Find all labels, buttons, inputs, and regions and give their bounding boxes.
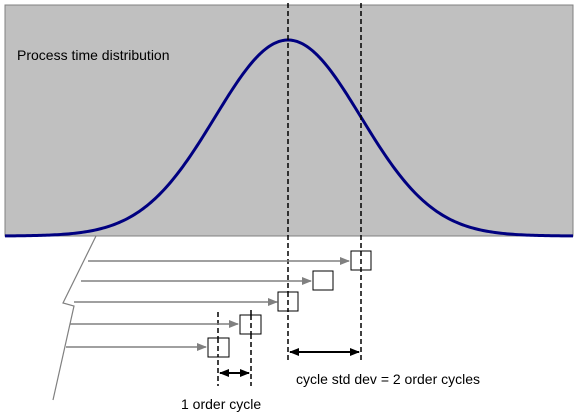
distribution-panel bbox=[4, 4, 574, 237]
order-timeline-bracket bbox=[52, 235, 97, 401]
normal-distribution-curve bbox=[4, 38, 574, 238]
std-dev-label: cycle std dev = 2 order cycles bbox=[296, 371, 480, 387]
order-box bbox=[312, 270, 334, 291]
panel-title: Process time distribution bbox=[17, 47, 170, 63]
order-cycle-label: 1 order cycle bbox=[181, 396, 261, 412]
